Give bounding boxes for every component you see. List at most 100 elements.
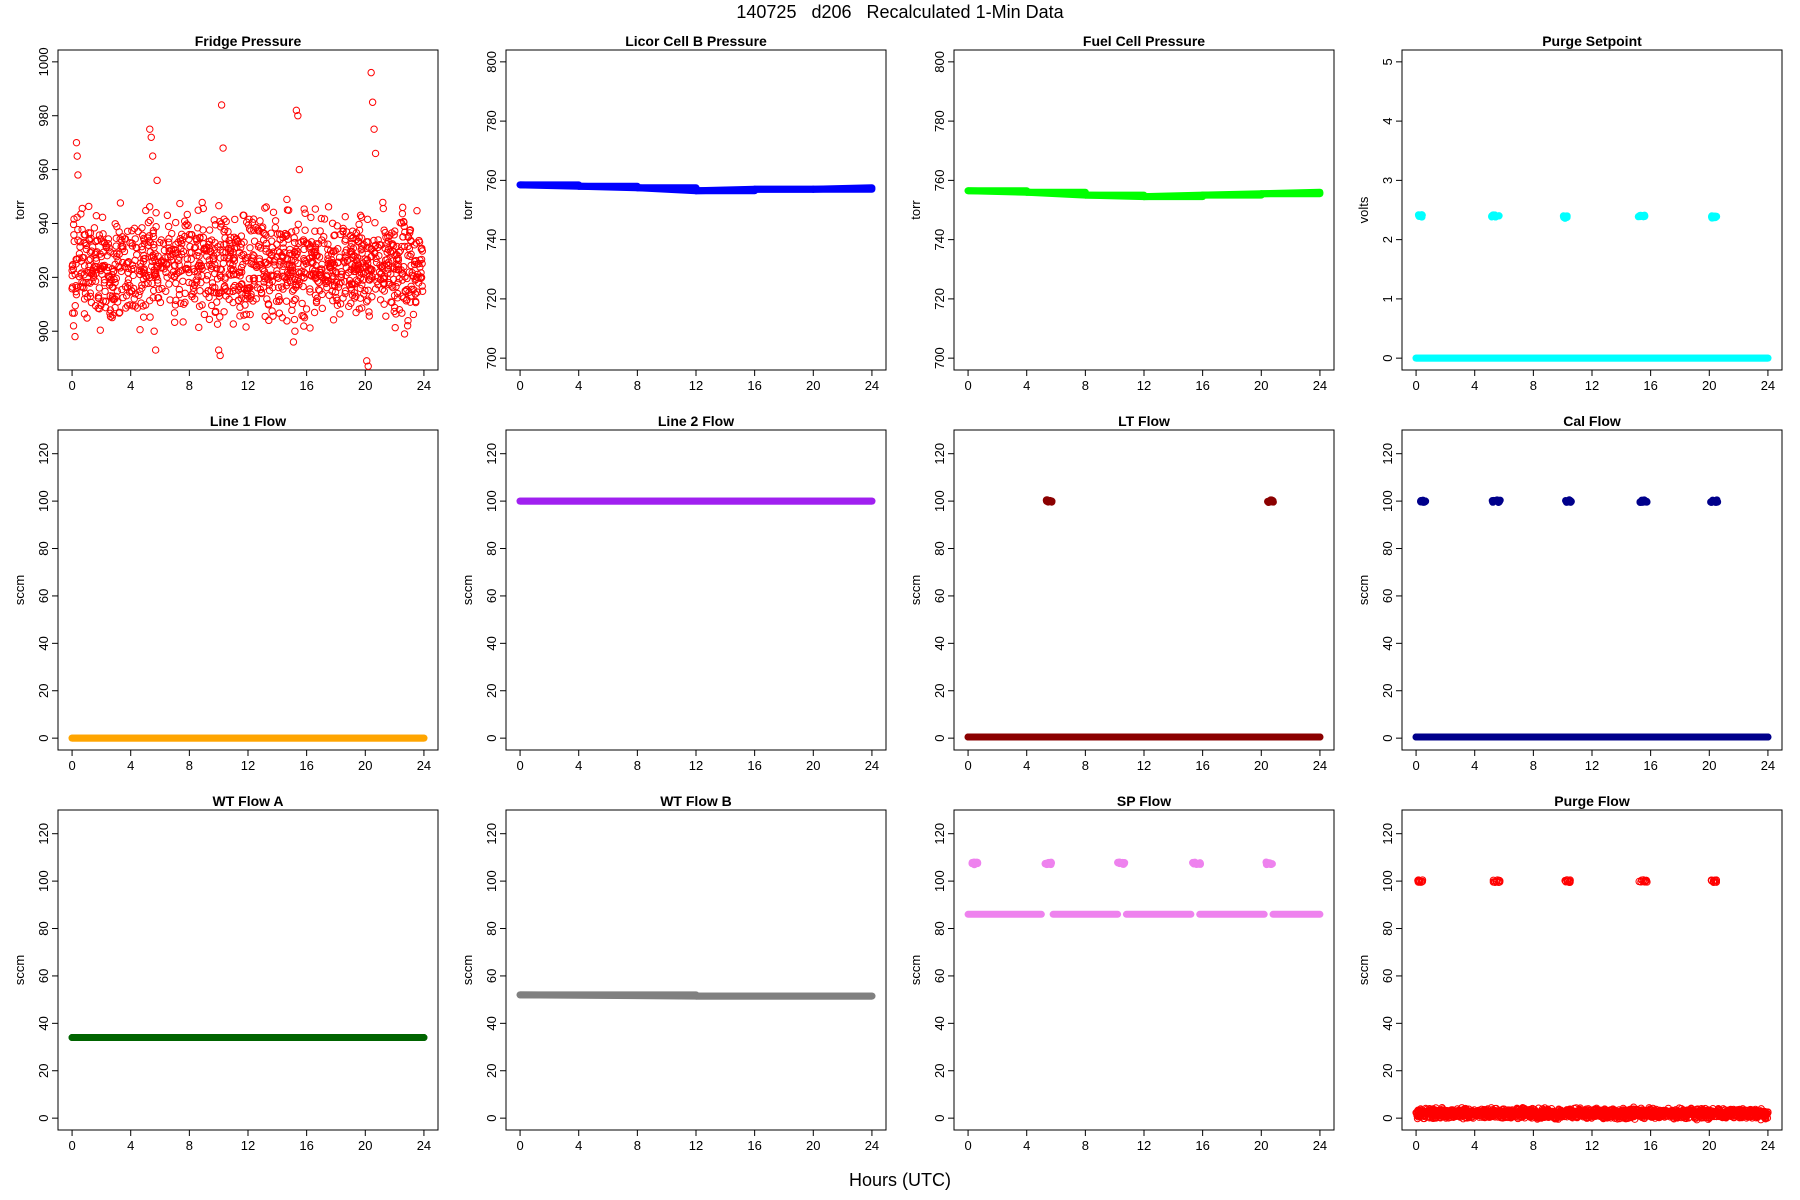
data-point — [1423, 1108, 1431, 1116]
x-tick-label: 8 — [634, 378, 641, 393]
x-tick-label: 20 — [358, 378, 372, 393]
data-point — [311, 227, 319, 235]
data-point — [213, 320, 222, 328]
plot-frame — [953, 49, 1335, 371]
y-tick-label: 760 — [932, 170, 947, 192]
data-point — [197, 262, 205, 270]
data-point — [222, 248, 230, 256]
data-point — [189, 284, 198, 292]
y-tick-label: 40 — [1380, 636, 1395, 650]
data-point — [261, 275, 269, 283]
data-point — [389, 283, 397, 292]
data-point — [411, 297, 420, 306]
data-point — [244, 284, 253, 293]
data-point — [1626, 1113, 1634, 1121]
data-point — [392, 250, 401, 259]
chart-panel: SP Flow 0 4 8 12 16 20 24 0 20 40 60 80 100 120 sccm — [906, 790, 1356, 1170]
x-tick-label: 20 — [1702, 758, 1716, 773]
data-point — [86, 292, 95, 301]
data-band — [516, 181, 583, 190]
data-point — [400, 242, 409, 251]
data-point — [359, 276, 367, 284]
panel-title: WT Flow A — [212, 793, 283, 809]
y-tick-label: 1000 — [36, 47, 51, 76]
data-point — [219, 144, 227, 152]
data-point — [1563, 498, 1571, 506]
x-tick-label: 16 — [747, 758, 761, 773]
data-point — [271, 224, 279, 232]
data-point — [352, 292, 360, 300]
data-point — [87, 298, 96, 307]
data-point — [197, 278, 205, 287]
data-point — [328, 287, 336, 296]
y-tick-label: 120 — [1380, 443, 1395, 465]
data-point — [1744, 1110, 1753, 1118]
data-point — [1754, 1111, 1763, 1119]
x-tick-label: 12 — [241, 378, 255, 393]
data-point — [104, 272, 112, 280]
panel-title: LT Flow — [1118, 413, 1170, 429]
data-point — [341, 212, 349, 221]
data-point — [198, 198, 206, 207]
x-tick-label: 16 — [1643, 1138, 1657, 1153]
data-point — [85, 256, 93, 264]
data-point — [268, 307, 276, 315]
x-tick-label: 12 — [1585, 1138, 1599, 1153]
data-point — [138, 242, 146, 251]
data-point — [337, 267, 345, 276]
y-tick-label: 100 — [1380, 490, 1395, 512]
data-point — [368, 293, 376, 301]
data-point — [208, 283, 217, 291]
data-point — [262, 203, 270, 211]
data-point — [406, 229, 414, 237]
data-point — [344, 268, 353, 277]
data-point — [1683, 1106, 1691, 1114]
data-point — [307, 238, 316, 246]
data-point — [1501, 1110, 1510, 1119]
data-point — [382, 312, 390, 320]
y-tick-label: 3 — [1380, 177, 1395, 184]
data-point — [205, 237, 214, 246]
data-point — [328, 256, 336, 264]
data-point — [1566, 876, 1574, 884]
data-point — [141, 272, 150, 280]
x-tick-label: 20 — [1254, 378, 1268, 393]
data-point — [306, 288, 314, 296]
data-point — [203, 252, 211, 260]
data-point — [337, 278, 345, 286]
data-point — [253, 284, 262, 292]
data-point — [376, 296, 385, 304]
y-tick-label: 0 — [932, 735, 947, 742]
data-point — [174, 238, 182, 246]
data-point — [167, 271, 175, 279]
data-point — [212, 265, 221, 273]
data-point — [318, 304, 327, 313]
data-point — [358, 249, 366, 257]
x-tick-label: 0 — [964, 758, 971, 773]
plot-frame — [953, 429, 1335, 751]
data-point — [399, 233, 407, 241]
data-point — [246, 310, 254, 319]
data-point — [151, 346, 160, 354]
data-point — [195, 323, 203, 332]
data-point — [1604, 1109, 1613, 1117]
data-point — [149, 152, 157, 160]
plot-frame — [57, 429, 439, 751]
x-tick-label: 20 — [1702, 378, 1716, 393]
data-point — [315, 270, 324, 279]
data-point — [151, 269, 160, 277]
x-tick-label: 12 — [1585, 378, 1599, 393]
data-point — [72, 282, 80, 290]
data-point — [181, 298, 189, 307]
data-point — [290, 275, 299, 284]
data-point — [418, 282, 426, 290]
data-band — [575, 182, 641, 192]
y-tick-label: 740 — [484, 229, 499, 251]
x-tick-label: 12 — [689, 378, 703, 393]
data-point — [331, 247, 339, 255]
data-point — [373, 277, 381, 286]
data-point — [1454, 1108, 1462, 1116]
data-point — [89, 271, 98, 279]
data-point — [273, 267, 281, 275]
data-point — [110, 250, 118, 258]
